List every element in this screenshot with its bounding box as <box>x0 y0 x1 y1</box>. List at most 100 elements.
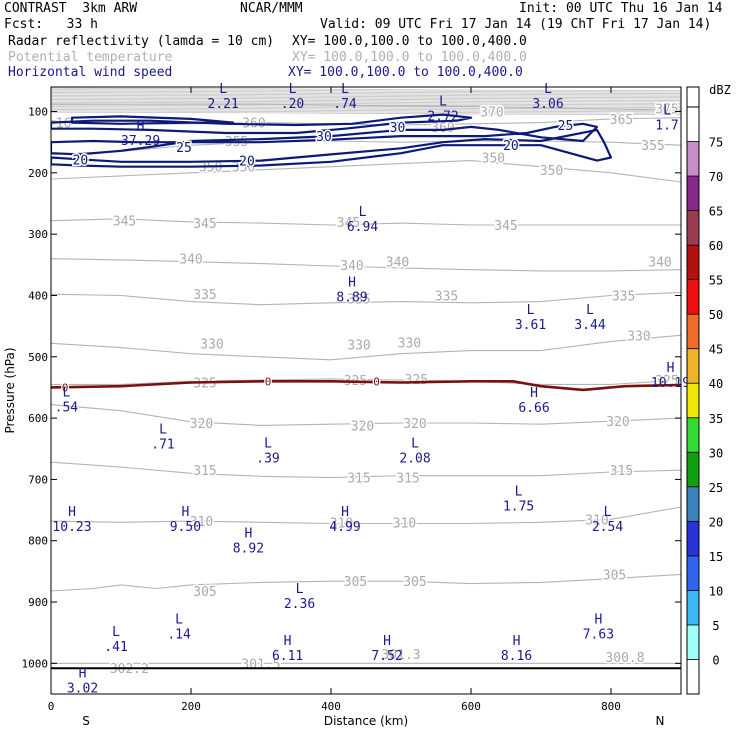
theta-band-line <box>51 107 681 111</box>
theta-band-line <box>51 111 681 116</box>
colorbar-swatch <box>687 348 699 384</box>
theta-isentrope-305 <box>51 573 681 592</box>
theta-label: 305 <box>403 575 426 590</box>
y-tick-label: 900 <box>28 596 48 609</box>
extremum-high-marker: H <box>137 119 145 134</box>
forecast-hour: Fcst: 33 h <box>4 17 98 32</box>
theta-label: 375 <box>655 102 678 117</box>
y-axis-label: Pressure (hPa) <box>3 347 17 433</box>
colorbar-swatch <box>687 624 699 660</box>
colorbar-level-label: 15 <box>709 550 723 564</box>
theta-label: 335 <box>612 289 635 304</box>
y-tick-label: 400 <box>28 289 48 302</box>
extremum-high-marker: H <box>348 275 356 290</box>
theta-label: 340 <box>340 259 363 274</box>
zero-dbz-label: 0 <box>373 375 380 388</box>
extremum-low-marker: L <box>411 437 419 452</box>
colorbar-swatch <box>687 452 699 487</box>
extremum-high-marker: H <box>667 361 675 376</box>
theta-band-line <box>51 104 681 109</box>
wind-contour-label: 25 <box>176 141 192 156</box>
theta-isentrope-335 <box>51 291 681 306</box>
extremum-low-marker: L <box>175 612 183 627</box>
zero-dbz-layer: 0 0 0 <box>51 374 681 670</box>
theta-label: 365 <box>610 113 633 128</box>
extremum-low-marker: L <box>296 582 304 597</box>
colorbar-level-label: 60 <box>709 239 723 253</box>
extremum-value: 3.61 <box>515 318 546 333</box>
x-axis-label: Distance (km) <box>324 714 408 728</box>
theta-label: 310 <box>190 515 213 530</box>
theta-label: 355 <box>641 139 664 154</box>
theta-label: 320 <box>190 417 213 432</box>
extremum-value: 2.36 <box>284 597 315 612</box>
extremum-value: 7.52 <box>371 649 402 664</box>
theta-label: 330 <box>200 337 223 352</box>
extremum-value: 3.02 <box>67 681 98 696</box>
extremum-value: 2.08 <box>399 452 430 467</box>
y-tick-label: 700 <box>28 473 48 486</box>
wind-contour-label: 20 <box>503 139 519 154</box>
x-end-label-right: N <box>656 714 665 728</box>
theta-label: 350 <box>199 161 222 176</box>
theta-label: 340 <box>386 256 409 271</box>
extremum-value: 2.54 <box>592 520 623 535</box>
extremum-low-marker: L <box>62 386 70 401</box>
extremum-value: .14 <box>167 627 191 642</box>
extremum-value: 2.21 <box>208 97 239 112</box>
colorbar-level-label: 20 <box>709 515 723 529</box>
colorbar-swatch <box>687 383 699 418</box>
wind-contour-label: 30 <box>390 121 406 136</box>
extremum-value: 4.99 <box>329 520 360 535</box>
wind-contour-label: 20 <box>239 155 255 170</box>
extremum-value: .54 <box>55 401 79 416</box>
valid-time: Valid: 09 UTC Fri 17 Jan 14 (19 ChT Fri … <box>320 17 712 32</box>
theta-label: 310 <box>330 516 353 531</box>
extremum-value: 10.23 <box>52 520 91 535</box>
theta-band-line <box>51 92 681 96</box>
extremum-low-marker: L <box>112 625 120 640</box>
theta-band-line <box>51 93 681 97</box>
theta-band-line <box>51 110 681 114</box>
theta-label: 360 <box>431 121 454 136</box>
field-xy-reflectivity: XY= 100.0,100.0 to 100.0,400.0 <box>292 34 527 49</box>
theta-label: 335 <box>347 293 370 308</box>
theta-band-line <box>51 100 681 104</box>
zero-dbz-label: 0 <box>62 381 69 394</box>
extremum-high-marker: H <box>181 505 189 520</box>
theta-isentrope-340 <box>51 258 681 272</box>
colorbar-cap <box>686 86 700 108</box>
theta-label: 315 <box>347 472 370 487</box>
theta-isentrope-325 <box>51 378 681 385</box>
extremum-low-marker: L <box>439 94 447 109</box>
theta-layer <box>51 87 681 664</box>
theta-label: 325 <box>193 377 216 392</box>
theta-label: 345 <box>193 217 216 232</box>
wind-contour-label: 30 <box>316 130 332 145</box>
wind-speed-layer: 20 20 20 25 25 30 30 <box>51 113 613 171</box>
colorbar-level-label: 35 <box>709 412 723 426</box>
theta-label: 310 <box>393 516 416 531</box>
extremum-low-marker: L <box>544 82 552 97</box>
y-tick-label: 100 <box>28 106 48 119</box>
theta-label: 345 <box>337 216 360 231</box>
extremum-low-marker: L <box>663 104 671 119</box>
extremum-value: 7.63 <box>583 627 614 642</box>
colorbar-swatch <box>687 555 699 591</box>
colorbar-level-label: 40 <box>709 377 723 391</box>
colorbar-level-label: 5 <box>712 619 719 633</box>
theta-isentrope-355 <box>51 140 681 155</box>
extremum-high-marker: H <box>383 634 391 649</box>
colorbar-level-label: 55 <box>709 274 723 288</box>
theta-label: 370 <box>480 106 503 121</box>
theta-isentrope-345 <box>51 218 681 226</box>
colorbar-swatch <box>687 279 699 315</box>
colorbar-swatch <box>687 314 699 349</box>
extremum-low-marker: L <box>289 82 297 97</box>
model-title: CONTRAST 3km ARW <box>4 1 138 16</box>
colorbar-swatch <box>687 590 699 625</box>
theta-isentrope-330 <box>51 334 681 361</box>
theta-band-line <box>51 87 681 92</box>
